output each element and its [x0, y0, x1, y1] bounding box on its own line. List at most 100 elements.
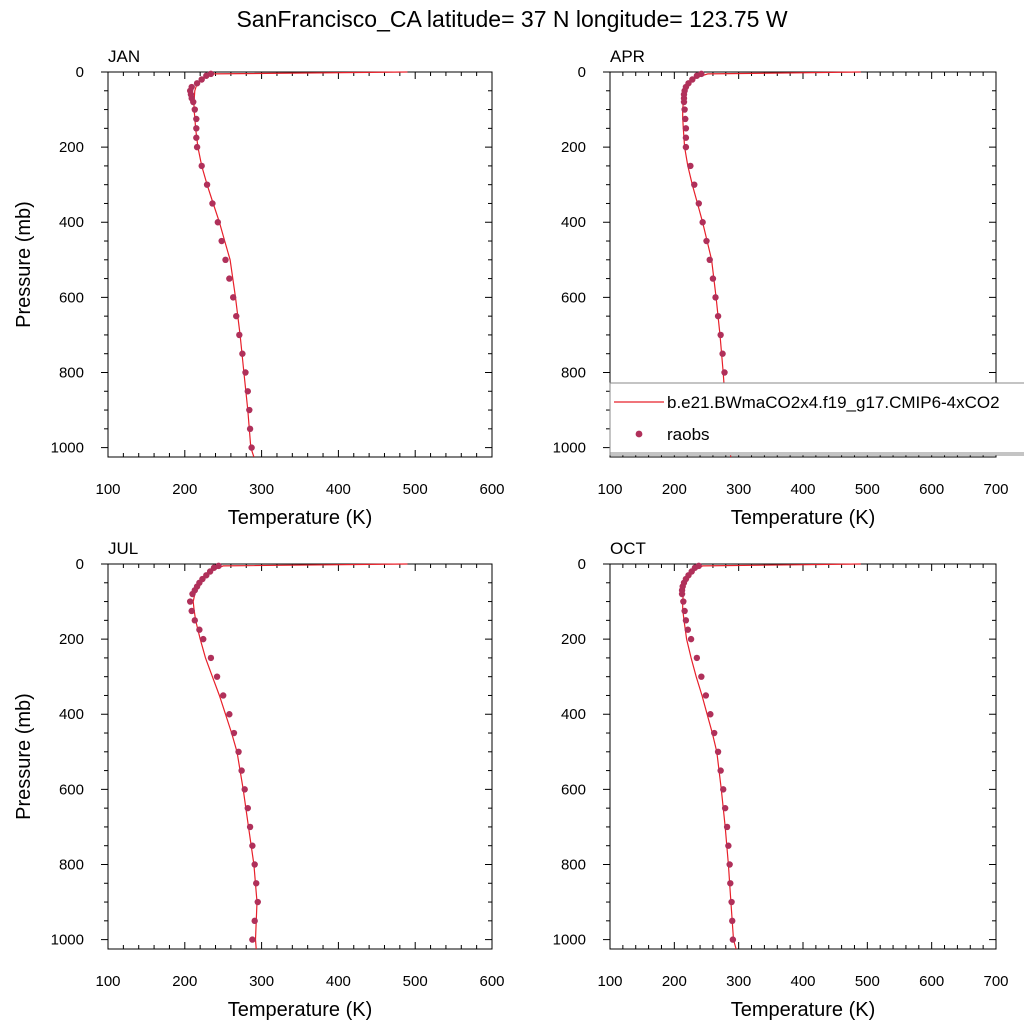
- panel-apr: APR 100 200 300 400 500 600 700 0 200 400 600 800 100…: [553, 47, 1009, 529]
- raobs-point: [248, 444, 255, 451]
- x-tick-label: 600: [919, 481, 944, 498]
- x-tick-label: 200: [662, 973, 687, 990]
- x-axis-label: Temperature (K): [731, 507, 876, 529]
- y-tick-label: 600: [59, 781, 84, 798]
- raobs-point: [242, 369, 249, 376]
- model-profile-line: [192, 563, 408, 949]
- raobs-point: [215, 562, 222, 570]
- raobs-point: [198, 162, 205, 170]
- plot-frame: [609, 563, 997, 950]
- legend-obs-swatch: [635, 430, 643, 438]
- raobs-point: [691, 181, 698, 188]
- model-profile-line: [193, 71, 408, 457]
- raobs-point: [712, 294, 719, 301]
- y-tick-label: 200: [59, 631, 84, 648]
- x-tick-label: 400: [790, 481, 815, 498]
- y-tick-label: 800: [561, 364, 586, 381]
- y-tick-label: 1000: [553, 932, 586, 949]
- x-tick-label: 100: [597, 481, 622, 498]
- raobs-point: [196, 626, 203, 633]
- y-tick-label: 1000: [51, 932, 84, 949]
- y-tick-label: 200: [561, 139, 586, 156]
- raobs-point: [728, 898, 735, 906]
- raobs-point: [693, 654, 701, 662]
- raobs-point: [682, 115, 689, 123]
- raobs-point: [220, 692, 227, 699]
- raobs-point: [193, 134, 200, 141]
- y-tick-label: 0: [76, 556, 84, 573]
- raobs-point: [235, 748, 242, 756]
- plot-frame: [107, 71, 493, 458]
- raobs-point: [703, 237, 710, 245]
- raobs-point: [729, 936, 737, 943]
- legend-obs-label: raobs: [667, 425, 710, 444]
- x-tick-label: 400: [326, 973, 351, 990]
- raobs-point: [246, 406, 253, 414]
- raobs-point: [695, 562, 702, 570]
- y-tick-label: 400: [59, 214, 84, 231]
- x-axis-label: Temperature (K): [731, 999, 876, 1021]
- raobs-point: [687, 162, 694, 170]
- panel-label: JUL: [108, 539, 138, 558]
- raobs-point: [717, 331, 724, 339]
- x-tick-label: 400: [326, 481, 351, 498]
- x-tick-label: 200: [172, 481, 197, 498]
- y-tick-label: 200: [561, 631, 586, 648]
- x-tick-label: 200: [662, 481, 687, 498]
- x-tick-label: 600: [479, 973, 504, 990]
- y-tick-label: 0: [578, 556, 586, 573]
- raobs-point: [218, 237, 225, 245]
- raobs-point: [213, 673, 221, 680]
- x-axis-label: Temperature (K): [228, 507, 373, 529]
- raobs-point: [238, 767, 245, 774]
- raobs-point: [249, 936, 256, 943]
- y-tick-label: 800: [59, 856, 84, 873]
- raobs-point: [680, 598, 687, 605]
- raobs-point: [251, 861, 258, 868]
- panel-oct: OCT 100 200 300 400 500 600 700 0 200 400 600 800 100…: [553, 539, 1009, 1021]
- x-tick-label: 500: [855, 481, 880, 498]
- raobs-point: [236, 331, 243, 339]
- raobs-point: [207, 654, 215, 662]
- raobs-point: [230, 729, 238, 737]
- legend-model-label: b.e21.BWmaCO2x4.f19_g17.CMIP6-4xCO2: [667, 393, 1000, 412]
- raobs-point: [682, 143, 690, 151]
- raobs-point: [253, 880, 260, 887]
- raobs-point: [689, 76, 696, 83]
- raobs-point: [681, 607, 688, 615]
- raobs-point: [239, 350, 246, 357]
- raobs-point: [729, 917, 736, 925]
- raobs-point: [193, 125, 200, 132]
- raobs-point: [698, 673, 705, 680]
- y-tick-label: 800: [561, 856, 586, 873]
- raobs-point: [193, 115, 200, 123]
- y-tick-label: 800: [59, 364, 84, 381]
- y-tick-label: 600: [561, 289, 586, 306]
- raobs-point: [681, 106, 688, 113]
- raobs-point: [198, 76, 205, 83]
- raobs-point: [200, 635, 207, 643]
- raobs-point: [226, 275, 233, 282]
- y-tick-label: 400: [59, 706, 84, 723]
- raobs-point: [214, 219, 222, 226]
- panel-label: JAN: [108, 47, 140, 66]
- chart-title: SanFrancisco_CA latitude= 37 N longitude…: [236, 6, 787, 32]
- y-tick-label: 600: [59, 289, 84, 306]
- y-axis-label: Pressure (mb): [13, 693, 35, 820]
- x-tick-label: 300: [249, 973, 274, 990]
- raobs-point: [207, 70, 215, 78]
- raobs-point: [719, 350, 726, 357]
- raobs-point: [698, 70, 705, 78]
- x-tick-label: 200: [172, 973, 197, 990]
- y-axis-label: Pressure (mb): [13, 201, 35, 328]
- raobs-point: [714, 312, 722, 320]
- x-tick-label: 100: [95, 973, 120, 990]
- raobs-point: [714, 748, 722, 756]
- raobs-point: [193, 143, 201, 151]
- y-tick-label: 1000: [51, 440, 84, 457]
- y-tick-label: 400: [561, 214, 586, 231]
- raobs-point: [707, 711, 714, 718]
- raobs-point: [244, 804, 251, 812]
- x-tick-label: 100: [95, 481, 120, 498]
- x-tick-label: 300: [726, 973, 751, 990]
